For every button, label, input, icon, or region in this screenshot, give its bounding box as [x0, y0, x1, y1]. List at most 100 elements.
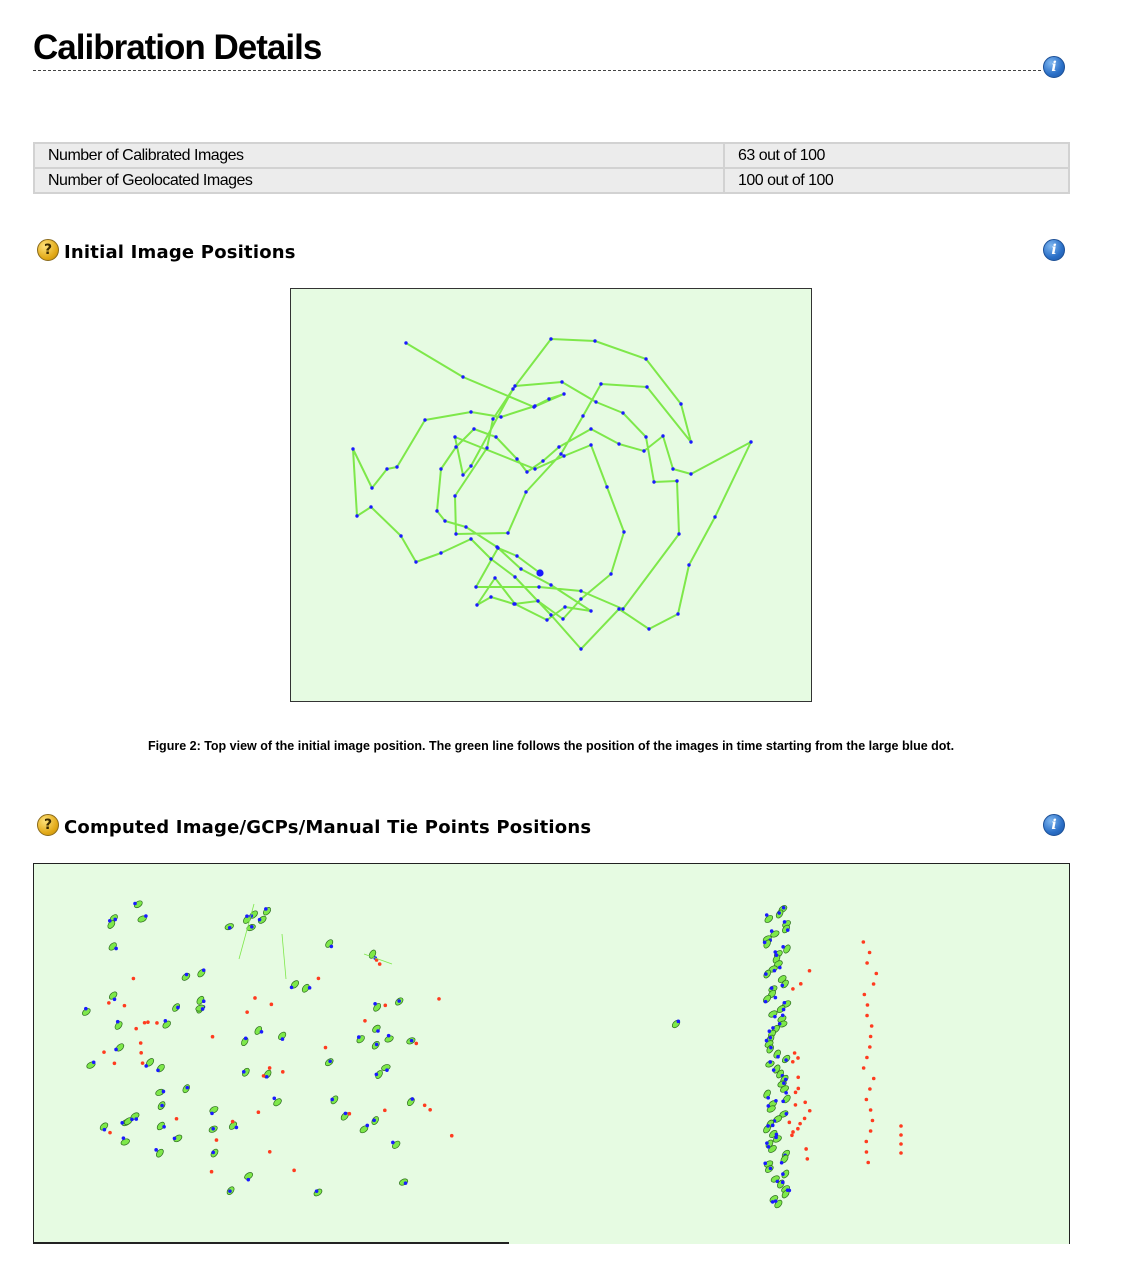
initial-image-point [84, 1006, 88, 1011]
initial-image-point [272, 1096, 277, 1101]
uncalibrated-image-point [899, 1151, 903, 1155]
initial-image-point [243, 1036, 248, 1041]
uncalibrated-image-point [292, 1168, 296, 1173]
image-position-point [579, 647, 583, 651]
page-title: Calibration Details [33, 28, 322, 67]
uncalibrated-image-point [867, 950, 872, 955]
uncalibrated-image-point [792, 1051, 797, 1055]
uncalibrated-image-point [383, 1003, 388, 1008]
initial-image-point [185, 1085, 190, 1090]
computed-image-ellipse [763, 1089, 771, 1099]
computed-image-ellipse [172, 1003, 181, 1012]
image-position-point [621, 607, 625, 611]
uncalibrated-image-point [791, 987, 795, 991]
image-position-point [589, 427, 593, 431]
uncalibrated-image-point [138, 1041, 143, 1045]
uncalibrated-image-point [422, 1103, 427, 1108]
image-position-point [562, 392, 566, 396]
initial-image-point [156, 1068, 160, 1073]
initial-image-point [246, 1177, 251, 1182]
image-position-point [677, 532, 681, 536]
initial-image-point [767, 1029, 772, 1033]
computed-image-ellipse [273, 1098, 282, 1107]
initial-image-point [144, 914, 148, 918]
table-row: Number of Geolocated Images 100 out of 1… [33, 167, 1070, 194]
initial-image-point [772, 968, 777, 973]
displacement-line [281, 933, 287, 980]
uncalibrated-image-point [377, 962, 382, 966]
computed-image-ellipse [278, 1031, 287, 1040]
initial-image-point [763, 1161, 768, 1166]
image-position-point [589, 443, 593, 447]
section-title-computed-positions: Computed Image/GCPs/Manual Tie Points Po… [64, 817, 592, 838]
initial-image-point [781, 1007, 786, 1012]
initial-image-point [257, 917, 262, 922]
uncalibrated-image-point [802, 1116, 807, 1121]
initial-image-point [374, 1072, 379, 1077]
image-position-point [549, 337, 553, 341]
uncalibrated-image-point [323, 1045, 328, 1050]
uncalibrated-image-point [790, 1133, 794, 1138]
computed-image-ellipse [313, 1188, 323, 1197]
uncalibrated-image-point [796, 1086, 801, 1091]
image-position-point [679, 402, 683, 406]
initial-positions-canvas [351, 337, 753, 651]
initial-image-point [328, 1059, 332, 1064]
uncalibrated-image-point [209, 1169, 214, 1174]
image-position-point [435, 509, 439, 513]
calibration-summary-table: Number of Calibrated Images 63 out of 10… [33, 142, 1070, 194]
image-position-point [671, 467, 675, 471]
row-label-geolocated-images: Number of Geolocated Images [33, 167, 725, 194]
uncalibrated-image-point [870, 1118, 875, 1123]
initial-image-point [241, 1069, 246, 1074]
initial-image-point [365, 1123, 370, 1128]
info-icon[interactable]: i [1043, 239, 1065, 261]
computed-image-ellipse [99, 1122, 109, 1131]
image-position-point [532, 405, 536, 409]
initial-image-point [784, 1111, 789, 1116]
initial-image-point [397, 999, 401, 1003]
initial-image-point [410, 1097, 415, 1101]
initial-image-point [769, 929, 774, 933]
image-position-point [609, 572, 613, 576]
image-position-point [622, 530, 626, 534]
uncalibrated-image-point [139, 1051, 143, 1055]
image-position-point [537, 585, 541, 589]
initial-image-point [777, 1021, 782, 1026]
image-position-point [525, 470, 529, 474]
initial-image-point [314, 1189, 319, 1193]
help-question-icon[interactable]: ? [37, 239, 59, 261]
image-position-point [461, 473, 465, 477]
uncalibrated-image-point [437, 997, 441, 1001]
initial-image-point [771, 1068, 776, 1072]
uncalibrated-image-point [796, 1126, 800, 1131]
initial-image-point [774, 1135, 778, 1140]
image-position-point [547, 397, 551, 401]
image-position-point [511, 387, 515, 391]
image-position-point [385, 467, 389, 471]
uncalibrated-image-point [790, 1059, 795, 1064]
initial-image-point [771, 1026, 775, 1030]
image-position-point [581, 414, 585, 418]
info-icon[interactable]: i [1043, 56, 1065, 78]
image-position-point [399, 534, 403, 538]
initial-image-point [391, 1140, 395, 1145]
image-position-point [414, 560, 418, 564]
image-position-point [439, 467, 443, 471]
uncalibrated-image-point [316, 976, 321, 981]
help-question-icon[interactable]: ? [37, 814, 59, 836]
initial-image-point [154, 1148, 158, 1152]
uncalibrated-image-point [793, 1090, 798, 1095]
initial-image-point [766, 1124, 770, 1128]
info-icon[interactable]: i [1043, 814, 1065, 836]
image-position-point [515, 457, 519, 461]
initial-image-point [766, 1096, 770, 1100]
initial-image-point [770, 1123, 775, 1128]
initial-image-point [102, 1127, 107, 1132]
section-title-initial-positions: Initial Image Positions [64, 242, 296, 263]
initial-image-positions-plot [290, 288, 812, 702]
image-position-point [453, 435, 457, 439]
figure-caption: Figure 2: Top view of the initial image … [147, 739, 955, 753]
image-position-point [515, 554, 519, 558]
uncalibrated-image-point [804, 1147, 808, 1151]
